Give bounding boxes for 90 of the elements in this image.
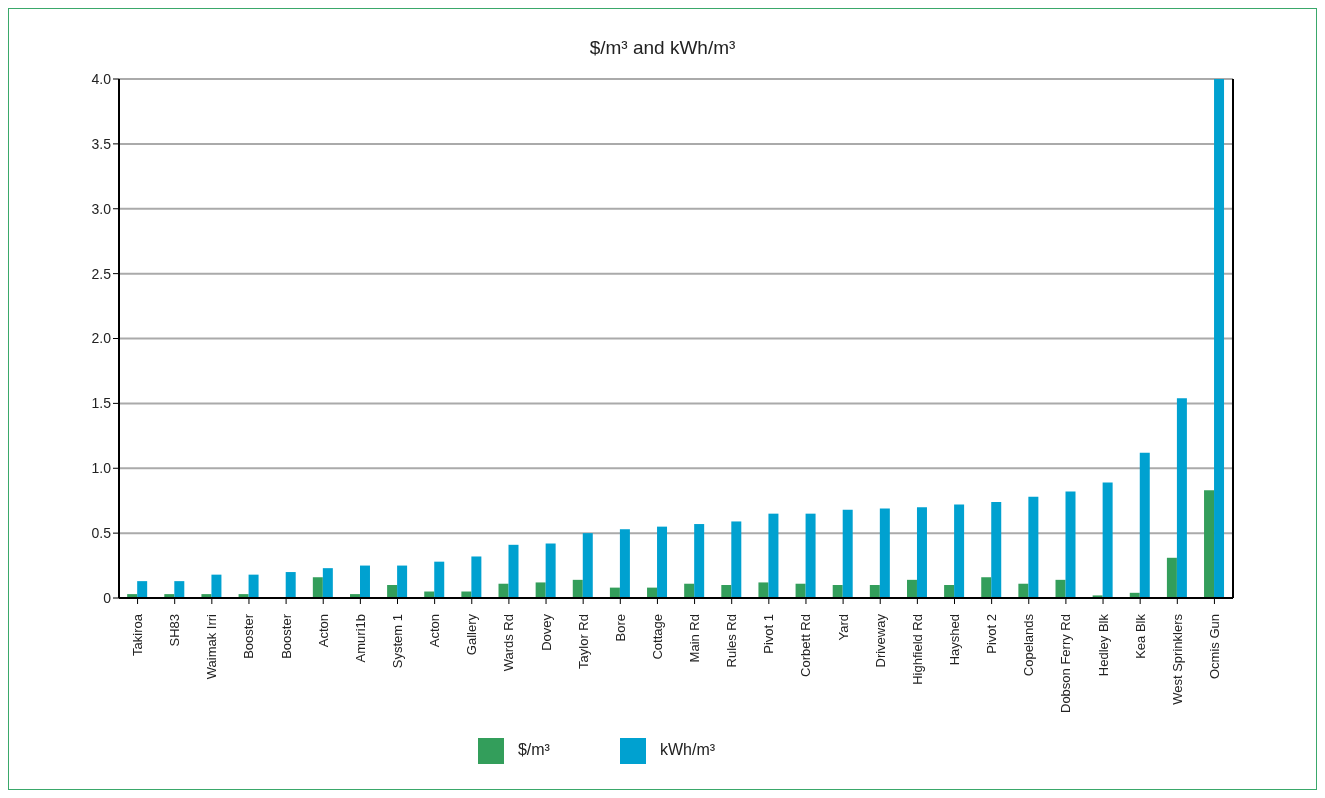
bar [694,524,705,598]
x-tick-label: Cottage [649,614,665,660]
chart-title: $/m³ and kWh/m³ [588,37,737,59]
bar [1018,583,1029,598]
bar [795,583,806,598]
bar [572,579,583,598]
bar [684,583,695,598]
bar [397,565,408,598]
y-tick-label: 3.5 [91,135,112,152]
bar [174,581,185,598]
x-tick-label: Pivot 1 [761,614,777,654]
x-tick-label: Booster [278,613,294,659]
x-tick-label: Driveway [872,613,888,668]
bar [1214,79,1225,598]
x-tick-label: Copelands [1021,613,1037,677]
bar [1166,557,1177,598]
x-tick-label: Dovey [538,613,554,651]
bar [545,543,556,598]
x-tick-label: Dobson Ferry Rd [1058,614,1074,713]
y-tick-label: 2.5 [91,265,112,282]
bar [944,585,955,598]
bar [211,574,222,598]
bar [832,585,843,598]
y-tick-label: 1.5 [91,395,112,412]
x-tick-label: Rules Rd [724,614,740,668]
bar [768,513,779,598]
x-tick-label: Corbett Rd [798,614,814,677]
bar [954,504,965,598]
x-tick-label: Ocmis Gun [1206,614,1222,680]
legend-label: $/m³ [517,741,550,759]
bar [981,577,992,598]
x-tick-label: Acton [315,614,331,648]
bar [916,507,927,598]
x-tick-label: System 1 [390,614,405,669]
x-tick-label: Wards Rd [501,614,517,672]
bar [721,585,732,598]
y-tick-label: 2.0 [91,330,112,347]
y-tick-label: 4.0 [91,70,112,87]
x-tick-label: Main Rd [687,614,703,663]
x-tick-label: Hedley Blk [1095,613,1111,677]
x-tick-label: Pivot 2 [984,614,1000,654]
x-tick-label: Booster [241,613,257,659]
y-tick-label: 0.5 [91,525,112,542]
legend-label: kWh/m³ [659,741,716,759]
x-tick-label: West Sprinklers [1169,613,1185,705]
bar [1139,452,1150,598]
bar [619,529,630,598]
bar [879,508,890,598]
bar [1065,491,1076,598]
y-tick-label: 1.0 [91,460,112,477]
x-tick-label: Waimak Irri [204,613,220,680]
bar [758,582,769,598]
x-tick-label: Bore [612,614,628,642]
bar [359,565,370,598]
bar [285,572,296,598]
bar [312,577,323,598]
bar [1176,398,1187,598]
x-tick-label: Acton [427,614,443,648]
bar [137,581,148,598]
y-tick-label: 3.0 [91,200,112,217]
x-tick-label: Yard [835,614,851,641]
bar [869,585,880,598]
bar [582,533,593,598]
x-tick-label: Hayshed [947,614,962,666]
x-tick-label: Highfield Rd [909,614,925,685]
bar [498,583,509,598]
x-tick-label: Gallery [464,613,480,656]
bar [657,526,668,598]
x-tick-label: Amuri1b [352,614,368,663]
y-tick-label: 0 [103,589,112,606]
bar [991,501,1002,598]
bar [906,579,917,598]
bar [508,544,519,598]
bar [434,561,445,598]
bar [842,509,853,598]
bar [1028,496,1039,598]
x-tick-label: Kea Blk [1132,613,1148,659]
bar [1055,579,1066,598]
bar [535,582,546,598]
x-tick-label: SH83 [167,614,183,647]
bar [1204,490,1215,598]
x-tick-label: Takiroa [130,613,146,656]
bar [387,585,398,598]
bar [805,513,816,598]
bar [322,568,333,598]
bar [731,521,742,598]
x-tick-label: Taylor Rd [575,614,591,669]
bar [248,574,259,598]
bar [471,556,482,598]
bar [1102,482,1113,598]
